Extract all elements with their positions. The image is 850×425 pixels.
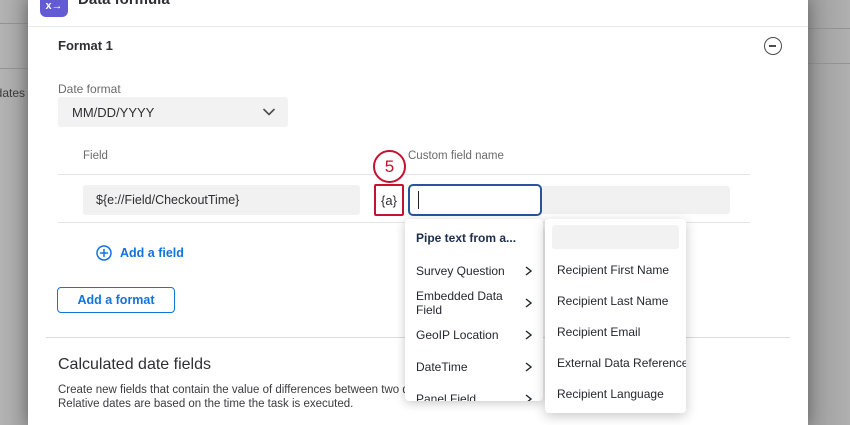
field-value: ${e://Field/CheckoutTime} [96,193,240,207]
background-divider [808,28,850,29]
annotation-step-badge: 5 [373,150,406,183]
piped-text-menu-header: Pipe text from a... [416,231,517,245]
menu-item-label: Embedded Data Field [416,289,503,317]
column-header-field: Field [83,150,108,162]
column-header-custom-field-name: Custom field name [408,150,504,162]
piped-text-button[interactable]: {a} [381,192,397,208]
menu-item-embedded-data-field[interactable]: Embedded Data Field [405,289,543,317]
custom-field-name-input[interactable] [408,184,542,216]
chevron-down-icon [263,108,275,116]
date-format-value: MM/DD/YYYY [72,104,155,120]
date-format-label: Date format [58,82,121,96]
submenu-item-recipient-last-name[interactable]: Recipient Last Name [557,294,669,308]
menu-item-label: DateTime [416,360,468,374]
background-page-text: dates [0,86,25,100]
background-divider [0,68,28,69]
piped-text-menu: Pipe text from a... Survey Question Embe… [405,219,543,401]
field-value-box[interactable]: ${e://Field/CheckoutTime} [83,185,360,215]
chevron-right-icon [525,298,532,308]
calculated-date-fields-description: Create new fields that contain the value… [58,383,618,411]
modal-title: Data formula [78,0,170,8]
background-page-right [808,0,850,425]
menu-item-survey-question[interactable]: Survey Question [405,261,543,281]
menu-item-panel-field[interactable]: Panel Field [405,389,543,401]
calculated-date-fields-heading: Calculated date fields [58,356,211,373]
menu-item-geoip-location[interactable]: GeoIP Location [405,325,543,345]
background-page-left: dates [0,0,28,425]
chevron-right-icon [525,266,532,276]
panel-field-submenu: Recipient First Name Recipient Last Name… [545,219,686,413]
submenu-item-recipient-language[interactable]: Recipient Language [557,387,664,401]
menu-item-label: Panel Field [416,392,477,401]
chevron-right-icon [525,330,532,340]
text-cursor [418,191,419,209]
submenu-item-external-data-reference[interactable]: External Data Reference [557,356,686,370]
chevron-right-icon [525,362,532,372]
add-format-button[interactable]: Add a format [57,287,175,313]
submenu-item-recipient-email[interactable]: Recipient Email [557,325,641,339]
collapse-section-button[interactable] [764,37,782,55]
submenu-item-recipient-first-name[interactable]: Recipient First Name [557,263,670,277]
data-formula-icon: x→ [40,0,68,17]
table-header-divider [58,174,750,175]
background-divider [808,63,850,64]
date-format-select[interactable]: MM/DD/YYYY [58,97,288,127]
modal-header: x→ Data formula [28,0,808,27]
format-section-title: Format 1 [58,38,113,53]
menu-item-datetime[interactable]: DateTime [405,357,543,377]
chevron-right-icon [525,394,532,401]
add-field-label: Add a field [120,246,184,260]
description-line-1: Create new fields that contain the value… [58,384,431,396]
add-field-button[interactable]: Add a field [96,245,184,261]
menu-item-label: Survey Question [416,264,505,278]
plus-circle-icon [96,245,112,261]
submenu-item-blank[interactable] [552,225,679,249]
table-row-divider [58,222,750,223]
description-line-2: Relative dates are based on the time the… [58,398,354,410]
background-divider [0,23,28,24]
data-formula-modal: x→ Data formula Format 1 Date format MM/… [28,0,808,425]
menu-item-label: GeoIP Location [416,328,499,342]
